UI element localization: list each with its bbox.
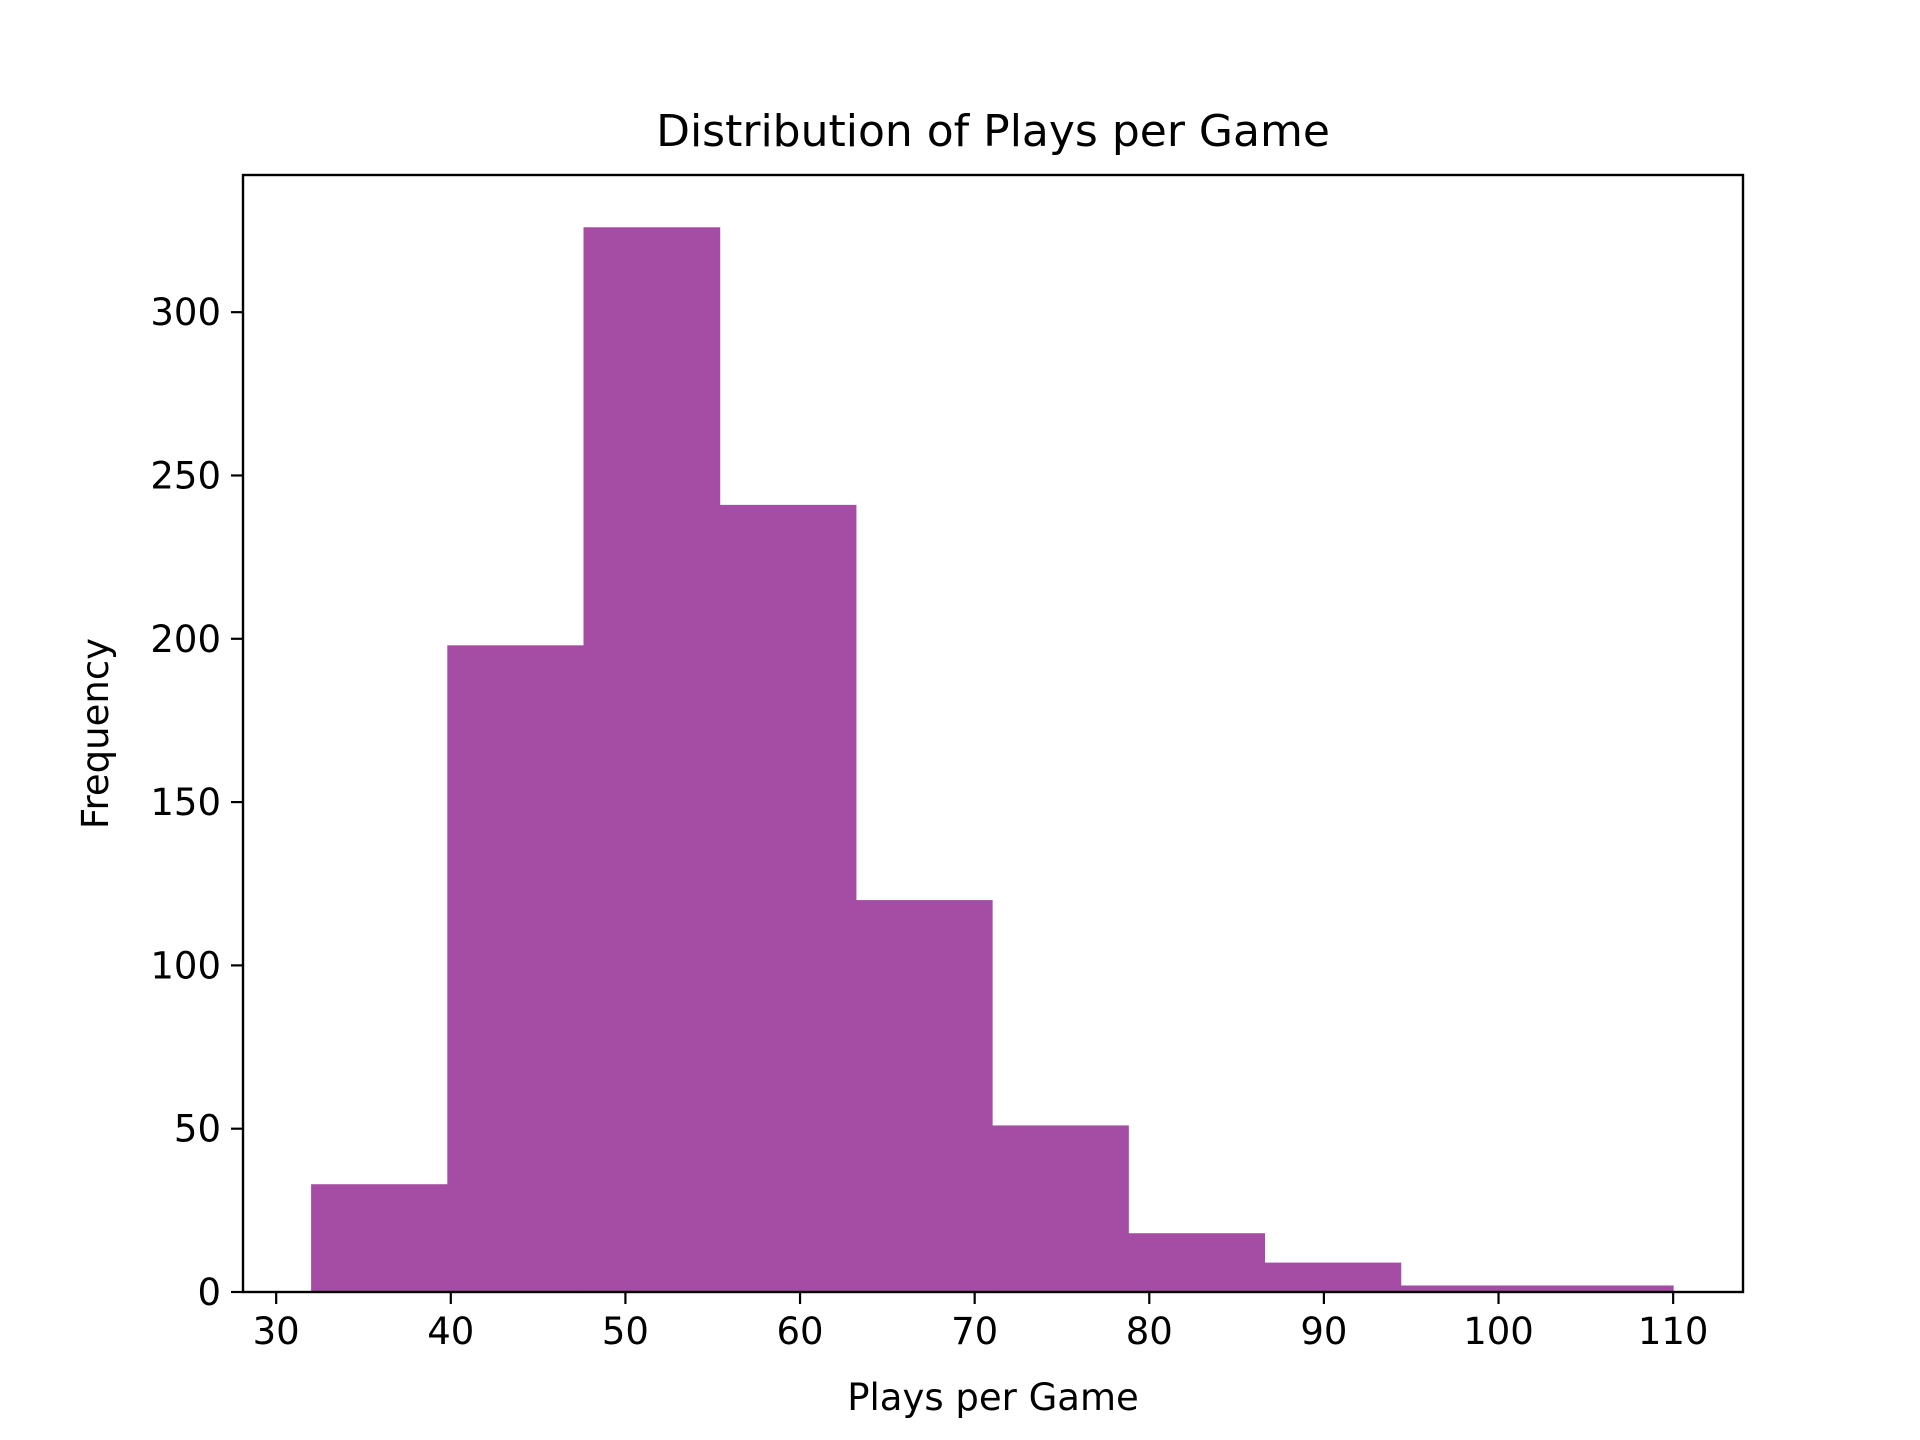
x-tick-label: 60 [776,1310,823,1353]
bars-layer [311,227,1674,1292]
y-tick-label: 300 [150,291,221,334]
histogram-bar [992,1125,1129,1292]
x-tick-label: 50 [602,1310,649,1353]
chart-title: Distribution of Plays per Game [656,106,1330,157]
ticks-layer: 30 40 50 60 70 80 90 100 110 0 50 100 150 200 250 300 [150,291,1708,1353]
y-tick-label: 100 [150,944,221,987]
x-tick-label: 40 [427,1310,474,1353]
histogram-bar [1400,1285,1538,1292]
y-tick-label: 250 [150,454,221,497]
y-tick-label: 50 [174,1108,221,1151]
histogram-bar [855,900,993,1292]
x-tick-label: 100 [1463,1310,1534,1353]
histogram-bar [1264,1262,1402,1292]
x-axis-title: Plays per Game [847,1376,1139,1419]
x-tick-label: 110 [1638,1310,1709,1353]
y-tick-label: 0 [197,1271,221,1314]
x-tick-label: 70 [951,1310,998,1353]
x-tick-label: 90 [1300,1310,1347,1353]
histogram-bar [311,1184,448,1292]
y-tick-label: 150 [150,781,221,824]
plot-frame [241,173,1745,1294]
y-tick-label: 200 [150,618,221,661]
histogram-bar [583,227,721,1292]
x-tick-label: 30 [253,1310,300,1353]
histogram-bar [719,504,857,1292]
x-tick-label: 80 [1126,1310,1173,1353]
histogram-bar [1536,1285,1674,1292]
histogram-bar [447,645,585,1292]
histogram-bar [1128,1233,1266,1292]
y-axis-title: Frequency [74,638,117,829]
